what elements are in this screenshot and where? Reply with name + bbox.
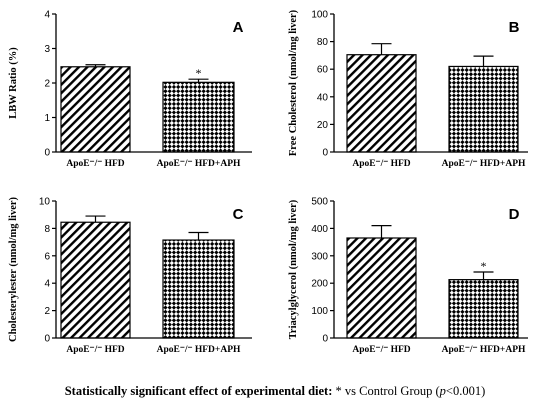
y-tick-label: 0 — [44, 334, 50, 345]
panel-label: D — [509, 206, 520, 223]
x-tick-label: ApoE⁻/⁻ HFD+APH — [157, 345, 241, 355]
significance-mark: * — [196, 66, 202, 80]
y-tick-label: 400 — [311, 224, 328, 235]
y-tick-label: 0 — [322, 334, 328, 345]
x-tick-label: ApoE⁻/⁻ HFD+APH — [442, 345, 526, 355]
caption-star: * vs Control Group ( — [332, 384, 440, 398]
chart-panel-b: ApoE⁻/⁻ HFD ApoE⁻/⁻ HFD+APH 0 20 40 60 80 100 Fr… — [288, 9, 528, 169]
y-tick-label: 0 — [44, 148, 50, 159]
x-tick-label: ApoE⁻/⁻ HFD+APH — [157, 159, 241, 169]
y-tick-label: 300 — [311, 251, 328, 262]
y-tick-label: 2 — [44, 79, 50, 90]
y-axis-label: Free Cholesterol (nmol/mg liver) — [288, 9, 299, 156]
y-tick-label: 1 — [44, 113, 50, 124]
bar — [346, 54, 417, 153]
y-axis-label: Cholesterylester (nmol/mg liver) — [8, 196, 19, 342]
y-tick-label: 4 — [44, 279, 50, 290]
bar — [60, 221, 131, 339]
significance-mark: * — [481, 259, 487, 273]
y-tick-label: 200 — [311, 279, 328, 290]
y-tick-label: 6 — [44, 251, 50, 262]
y-tick-label: 0 — [322, 148, 328, 159]
bar — [448, 279, 519, 339]
x-tick-label: ApoE⁻/⁻ HFD — [352, 345, 410, 355]
y-tick-label: 2 — [44, 306, 50, 317]
y-tick-label: 8 — [44, 224, 50, 235]
x-tick-label: ApoE⁻/⁻ HFD — [66, 345, 124, 355]
caption: Statistically significant effect of expe… — [0, 384, 550, 399]
y-tick-label: 4 — [44, 10, 50, 21]
y-tick-label: 10 — [39, 197, 51, 208]
caption-p: p — [439, 384, 446, 398]
y-tick-label: 3 — [44, 44, 50, 55]
y-tick-label: 60 — [317, 65, 329, 76]
bar — [162, 81, 235, 153]
y-axis-label: Triacylglycerol (nmol/mg liver) — [288, 199, 299, 339]
bar — [346, 237, 417, 339]
caption-tail: <0.001) — [445, 384, 486, 398]
y-tick-label: 20 — [317, 120, 329, 131]
bar — [162, 239, 235, 339]
y-tick-label: 500 — [311, 197, 328, 208]
x-tick-label: ApoE⁻/⁻ HFD — [66, 159, 124, 169]
caption-bold: Statistically significant effect of expe… — [64, 384, 333, 398]
y-tick-label: 40 — [317, 92, 329, 103]
y-tick-label: 100 — [311, 306, 328, 317]
panel-label: B — [509, 19, 520, 36]
x-tick-label: ApoE⁻/⁻ HFD — [352, 159, 410, 169]
chart-panel-c: ApoE⁻/⁻ HFD ApoE⁻/⁻ HFD+APH 0 2 4 6 8 10 Cholest… — [8, 196, 252, 355]
y-tick-label: 80 — [317, 37, 329, 48]
y-axis-label: LBW Ratio (%) — [8, 47, 19, 119]
x-tick-label: ApoE⁻/⁻ HFD+APH — [442, 159, 526, 169]
panel-label: C — [233, 206, 244, 223]
panel-label: A — [233, 19, 244, 36]
y-tick-label: 100 — [311, 10, 328, 21]
bar — [448, 65, 519, 153]
chart-panel-a: ApoE⁻/⁻ HFD * ApoE⁻/⁻ HFD+APH 0 1 2 3 4 LBW Rati… — [8, 10, 252, 169]
bar — [60, 66, 131, 153]
chart-panel-d: ApoE⁻/⁻ HFD * ApoE⁻/⁻ HFD+APH 0 100 200 300 400… — [288, 197, 528, 355]
